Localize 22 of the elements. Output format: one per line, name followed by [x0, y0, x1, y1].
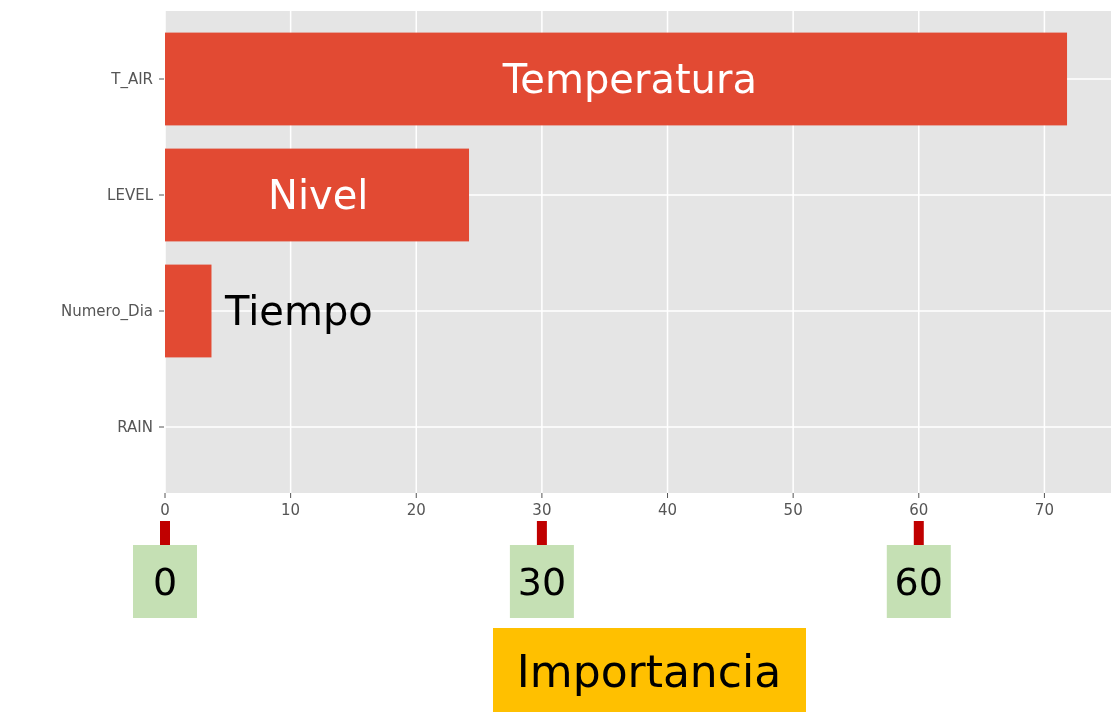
ref-line-label: 30 — [517, 560, 567, 605]
x-tick-label: 20 — [406, 501, 426, 519]
bar — [165, 264, 212, 358]
y-tick-label: T_AIR — [110, 70, 153, 90]
x-tick-label: 0 — [160, 501, 170, 519]
y-tick-label: Numero_Dia — [61, 302, 153, 322]
annotation: Nivel — [268, 172, 369, 218]
x-tick-label: 30 — [532, 501, 552, 519]
x-tick-label: 40 — [657, 501, 678, 519]
ref-line-label: 60 — [894, 560, 943, 605]
annotation: Temperatura — [501, 56, 757, 102]
ref-line-label: 0 — [152, 560, 178, 605]
x-tick-label: 50 — [783, 501, 803, 519]
x-tick-label: 10 — [281, 501, 301, 519]
bar — [165, 32, 1068, 126]
x-tick-label: 70 — [1034, 501, 1054, 519]
bar — [165, 148, 470, 242]
y-tick-label: LEVEL — [107, 186, 154, 205]
y-tick-label: RAIN — [117, 418, 153, 437]
x-tick-label: 60 — [909, 501, 929, 519]
x-axis-title: Importancia — [516, 646, 782, 698]
annotation: Tiempo — [224, 288, 373, 334]
